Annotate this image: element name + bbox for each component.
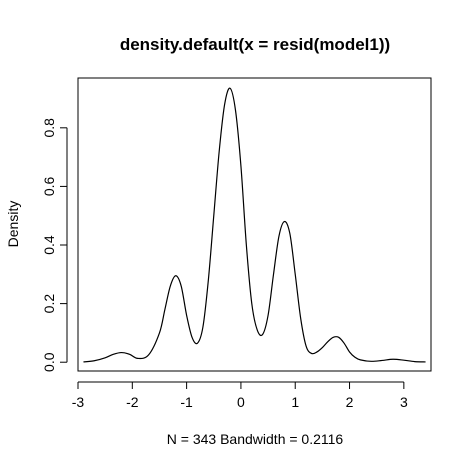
y-tick-label: 0.2 — [41, 294, 57, 314]
chart-title: density.default(x = resid(model1)) — [120, 35, 390, 54]
x-axis-label: N = 343 Bandwidth = 0.2116 — [167, 431, 344, 447]
y-axis: 0.0 0.2 0.4 0.6 0.8 — [41, 118, 68, 372]
x-tick-label: 3 — [400, 394, 408, 410]
x-tick-label: 0 — [237, 394, 245, 410]
series-layer — [83, 87, 426, 363]
x-tick-label: -3 — [72, 394, 85, 410]
x-tick-label: 1 — [291, 394, 299, 410]
x-tick-label: 2 — [346, 394, 354, 410]
x-tick-label: -1 — [180, 394, 193, 410]
x-axis: -3 -2 -1 0 1 2 3 — [72, 381, 408, 410]
x-tick-label: -2 — [126, 394, 139, 410]
plot-box — [77, 77, 432, 372]
y-axis-label: Density — [5, 201, 21, 248]
y-tick-label: 0.4 — [41, 235, 57, 255]
y-tick-label: 0.8 — [41, 118, 57, 138]
y-tick-label: 0.6 — [41, 176, 57, 196]
y-tick-label: 0.0 — [41, 352, 57, 372]
density-line — [83, 87, 426, 363]
